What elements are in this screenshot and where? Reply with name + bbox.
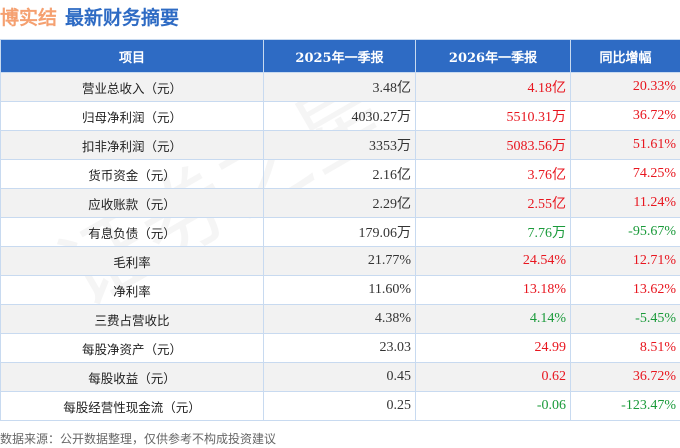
row-curr-value: 24.54% bbox=[415, 246, 571, 276]
row-change: 51.61% bbox=[570, 130, 680, 160]
row-curr-value: 13.18% bbox=[415, 275, 571, 305]
row-curr-value: 24.99 bbox=[415, 333, 571, 363]
table-row: 净利率 11.60% 13.18% 13.62% bbox=[0, 275, 680, 305]
section-title: 最新财务摘要 bbox=[65, 7, 180, 29]
column-header-prev: 2025年一季报 bbox=[263, 39, 416, 73]
table-row: 有息负债（元） 179.06万 7.76万 -95.67% bbox=[0, 217, 680, 247]
column-header-curr: 2026年一季报 bbox=[415, 39, 571, 73]
column-header-item: 项目 bbox=[0, 39, 264, 73]
row-prev-value: 0.45 bbox=[263, 362, 416, 392]
row-curr-value: 3.76亿 bbox=[415, 159, 571, 189]
row-prev-value: 0.25 bbox=[263, 391, 416, 421]
row-change: 11.24% bbox=[570, 188, 680, 218]
table-row: 每股净资产（元） 23.03 24.99 8.51% bbox=[0, 333, 680, 363]
page-title: 博实结 最新财务摘要 bbox=[0, 3, 179, 30]
table-row: 毛利率 21.77% 24.54% 12.71% bbox=[0, 246, 680, 276]
row-item: 营业总收入（元） bbox=[0, 72, 264, 102]
row-change: 36.72% bbox=[570, 362, 680, 392]
row-curr-value: 5083.56万 bbox=[415, 130, 571, 160]
row-prev-value: 4.38% bbox=[263, 304, 416, 334]
row-curr-value: 4.14% bbox=[415, 304, 571, 334]
row-change: 8.51% bbox=[570, 333, 680, 363]
row-item: 每股净资产（元） bbox=[0, 333, 264, 363]
row-prev-value: 21.77% bbox=[263, 246, 416, 276]
row-change: -5.45% bbox=[570, 304, 680, 334]
table-row: 应收账款（元） 2.29亿 2.55亿 11.24% bbox=[0, 188, 680, 218]
table-row: 归母净利润（元） 4030.27万 5510.31万 36.72% bbox=[0, 101, 680, 131]
row-change: -95.67% bbox=[570, 217, 680, 247]
row-item: 货币资金（元） bbox=[0, 159, 264, 189]
row-item: 毛利率 bbox=[0, 246, 264, 276]
row-item: 净利率 bbox=[0, 275, 264, 305]
row-change: 13.62% bbox=[570, 275, 680, 305]
row-prev-value: 4030.27万 bbox=[263, 101, 416, 131]
row-item: 每股经营性现金流（元） bbox=[0, 391, 264, 421]
row-change: 36.72% bbox=[570, 101, 680, 131]
company-name: 博实结 bbox=[0, 7, 58, 29]
column-header-change: 同比增幅 bbox=[570, 39, 680, 73]
row-curr-value: 2.55亿 bbox=[415, 188, 571, 218]
row-curr-value: -0.06 bbox=[415, 391, 571, 421]
table-row: 营业总收入（元） 3.48亿 4.18亿 20.33% bbox=[0, 72, 680, 102]
row-item: 扣非净利润（元） bbox=[0, 130, 264, 160]
row-prev-value: 2.16亿 bbox=[263, 159, 416, 189]
row-change: 74.25% bbox=[570, 159, 680, 189]
row-prev-value: 179.06万 bbox=[263, 217, 416, 247]
row-item: 三费占营收比 bbox=[0, 304, 264, 334]
row-change: 20.33% bbox=[570, 72, 680, 102]
table-row: 每股收益（元） 0.45 0.62 36.72% bbox=[0, 362, 680, 392]
row-item: 有息负债（元） bbox=[0, 217, 264, 247]
row-item: 归母净利润（元） bbox=[0, 101, 264, 131]
table-row: 每股经营性现金流（元） 0.25 -0.06 -123.47% bbox=[0, 391, 680, 421]
table-row: 货币资金（元） 2.16亿 3.76亿 74.25% bbox=[0, 159, 680, 189]
footer-source: 数据来源：公开数据整理，仅供参考不构成投资建议 bbox=[0, 432, 277, 446]
row-item: 应收账款（元） bbox=[0, 188, 264, 218]
table-row: 扣非净利润（元） 3353万 5083.56万 51.61% bbox=[0, 130, 680, 160]
row-change: 12.71% bbox=[570, 246, 680, 276]
row-prev-value: 23.03 bbox=[263, 333, 416, 363]
row-change: -123.47% bbox=[570, 391, 680, 421]
row-curr-value: 4.18亿 bbox=[415, 72, 571, 102]
financial-summary-table: 项目 2025年一季报 2026年一季报 同比增幅 营业总收入（元） 3.48亿 4… bbox=[0, 39, 680, 421]
row-prev-value: 2.29亿 bbox=[263, 188, 416, 218]
row-curr-value: 7.76万 bbox=[415, 217, 571, 247]
row-prev-value: 11.60% bbox=[263, 275, 416, 305]
row-item: 每股收益（元） bbox=[0, 362, 264, 392]
row-prev-value: 3.48亿 bbox=[263, 72, 416, 102]
row-curr-value: 5510.31万 bbox=[415, 101, 571, 131]
table-row: 三费占营收比 4.38% 4.14% -5.45% bbox=[0, 304, 680, 334]
row-prev-value: 3353万 bbox=[263, 130, 416, 160]
row-curr-value: 0.62 bbox=[415, 362, 571, 392]
